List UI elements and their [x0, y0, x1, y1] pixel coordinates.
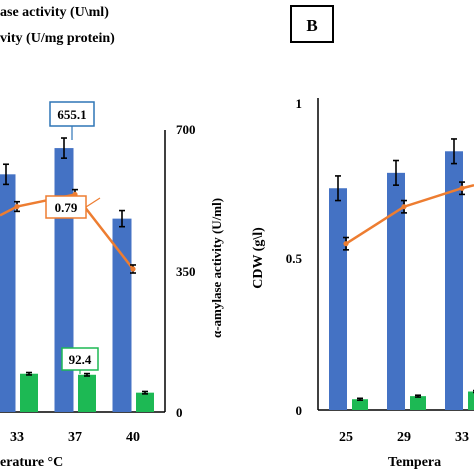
panel-a-ytick-350: 350	[176, 264, 196, 279]
panel-a-xtick-40: 40	[126, 430, 140, 445]
panel-b-label: B	[306, 16, 317, 35]
panel-a-xtick-37: 37	[68, 430, 82, 445]
panel-b-ytick-1: 1	[296, 96, 303, 111]
callout-label-1: 0.79	[55, 200, 78, 215]
callout-label-0: 655.1	[57, 107, 86, 122]
callout-leader-1	[85, 197, 101, 208]
line-point-29	[401, 204, 407, 210]
callout-box-0	[49, 101, 95, 127]
bar-green-33	[20, 373, 38, 412]
series-line-orange	[345, 183, 474, 245]
panel-b-chart: 1 0.5 0 CDW (g\l) 25 29 33 Tempera	[251, 96, 474, 470]
panel-a-right-ylabel: α-amylase activity (U/ml)	[209, 198, 224, 338]
bar-green-37	[78, 374, 96, 412]
line-point-33	[14, 203, 20, 210]
bar-blue-40	[112, 218, 132, 412]
panel-b-xtick-25: 25	[339, 430, 353, 445]
bar-blue-25	[329, 188, 347, 410]
bar-blue-37	[54, 148, 74, 412]
line-point-25	[343, 241, 349, 247]
panel-b-xlabel: Tempera	[388, 455, 441, 470]
panel-a-chart: 700 350 0 α-amylase activity (U/ml) 33 3…	[0, 101, 224, 470]
panel-b-xtick-29: 29	[397, 430, 411, 445]
callout-box-1	[45, 195, 87, 219]
panel-a-ytick-0: 0	[176, 405, 183, 420]
panel-b-ylabel: CDW (g\l)	[251, 227, 266, 289]
bar-blue-33	[445, 151, 463, 410]
bar-blue-29	[387, 172, 405, 410]
panel-b-label-box	[290, 5, 334, 43]
legend-line-2: vity (U/mg protein)	[0, 31, 115, 46]
panel-a-xtick-33: 33	[10, 430, 24, 445]
bar-green-29	[410, 396, 426, 410]
callout-box-2	[61, 347, 99, 371]
legend-line-1: ase activity (U\ml)	[0, 5, 109, 20]
line-point-33	[459, 185, 465, 191]
bar-blue-33	[0, 174, 16, 412]
panel-b-ytick-0-5: 0.5	[286, 251, 303, 266]
bar-green-40	[136, 392, 154, 412]
panel-b-ytick-0: 0	[296, 403, 303, 418]
panel-b-xtick-33: 33	[455, 430, 469, 445]
bar-green-25	[352, 399, 368, 410]
panel-a-xlabel: erature °C	[0, 455, 63, 470]
line-point-40	[130, 266, 136, 272]
callout-label-2: 92.4	[69, 352, 92, 367]
bar-green-33	[468, 391, 474, 410]
panel-a-ytick-700: 700	[176, 122, 196, 137]
